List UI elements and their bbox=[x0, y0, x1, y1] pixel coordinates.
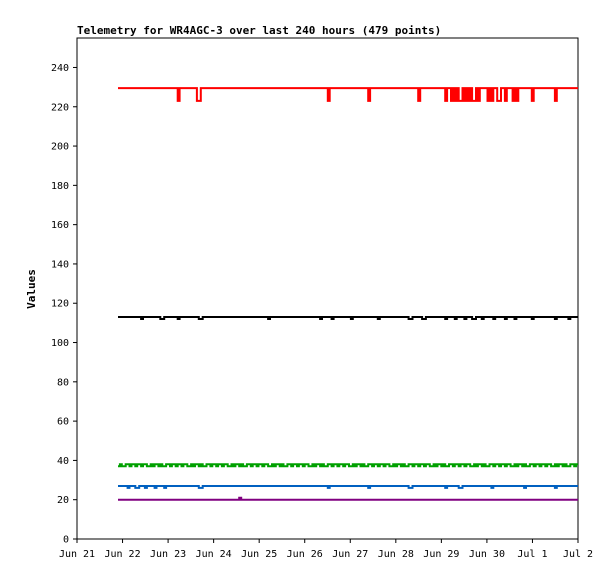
series-line-1 bbox=[118, 316, 578, 320]
chart-title: Telemetry for WR4AGC-3 over last 240 hou… bbox=[77, 24, 441, 37]
y-tick-label: 240 bbox=[51, 63, 69, 74]
x-tick-label: Jun 29 bbox=[423, 549, 459, 560]
y-tick-label: 20 bbox=[57, 495, 69, 506]
y-tick-label: 80 bbox=[57, 377, 69, 388]
series-line-4 bbox=[118, 496, 578, 501]
y-tick-label: 220 bbox=[51, 102, 69, 113]
series-layer bbox=[118, 87, 578, 501]
y-axis: 0 20 40 60 80 100 120 140 160 180 200 220 240 bbox=[51, 63, 77, 546]
x-tick-label: Jun 27 bbox=[332, 549, 368, 560]
y-tick-label: 0 bbox=[63, 535, 69, 546]
series-line-0 bbox=[118, 87, 578, 102]
series-line-3 bbox=[118, 485, 578, 489]
x-tick-label: Jul 1 bbox=[517, 549, 547, 560]
x-tick-label: Jun 26 bbox=[287, 549, 323, 560]
y-axis-label: Values bbox=[25, 269, 38, 309]
y-tick-label: 200 bbox=[51, 142, 69, 153]
series-line-2 bbox=[118, 463, 578, 468]
y-tick-label: 40 bbox=[57, 456, 69, 467]
x-tick-label: Jun 28 bbox=[378, 549, 414, 560]
y-tick-label: 180 bbox=[51, 181, 69, 192]
plot-frame bbox=[76, 37, 579, 540]
x-tick-label: Jun 24 bbox=[196, 549, 232, 560]
x-tick-label: Jul 2 bbox=[563, 549, 593, 560]
y-tick-label: 100 bbox=[51, 338, 69, 349]
x-tick-label: Jun 21 bbox=[59, 549, 95, 560]
x-tick-label: Jun 25 bbox=[241, 549, 277, 560]
y-tick-label: 140 bbox=[51, 259, 69, 270]
y-tick-label: 60 bbox=[57, 417, 69, 428]
x-tick-label: Jun 23 bbox=[150, 549, 186, 560]
x-tick-label: Jun 30 bbox=[469, 549, 505, 560]
x-axis: Jun 21 Jun 22 Jun 23 Jun 24 Jun 25 Jun 26 Jun … bbox=[59, 539, 593, 560]
y-tick-label: 120 bbox=[51, 299, 69, 310]
y-tick-label: 160 bbox=[51, 220, 69, 231]
x-tick-label: Jun 22 bbox=[104, 549, 140, 560]
